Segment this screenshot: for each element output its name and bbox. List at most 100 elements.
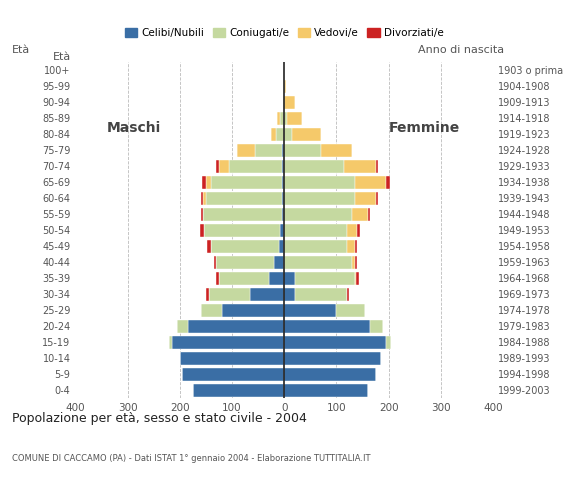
Bar (284, 336, 386, 349)
Text: Popolazione per età, sesso e stato civile - 2004: Popolazione per età, sesso e stato civil… (12, 412, 306, 425)
Bar (295, 272, 355, 285)
Bar (284, 96, 295, 109)
Bar (284, 240, 347, 253)
Bar (201, 208, 204, 221)
Bar (219, 272, 269, 285)
Bar (222, 304, 284, 317)
Bar (202, 176, 206, 189)
Bar (271, 128, 277, 141)
Bar (347, 288, 349, 301)
Bar (183, 368, 284, 381)
Bar (284, 80, 286, 93)
Bar (284, 192, 355, 205)
Bar (282, 144, 284, 157)
Bar (284, 384, 368, 397)
Bar (177, 320, 188, 333)
Bar (284, 128, 292, 141)
Bar (295, 288, 347, 301)
Bar (284, 352, 381, 365)
Bar (355, 240, 357, 253)
Bar (237, 144, 256, 157)
Bar (207, 240, 211, 253)
Bar (284, 256, 352, 269)
Bar (371, 320, 383, 333)
Bar (211, 176, 282, 189)
Bar (355, 272, 356, 285)
Bar (284, 320, 371, 333)
Bar (284, 112, 287, 125)
Bar (284, 160, 345, 173)
Bar (180, 352, 284, 365)
Bar (345, 160, 376, 173)
Bar (169, 336, 172, 349)
Bar (206, 288, 209, 301)
Bar (206, 176, 211, 189)
Bar (355, 176, 386, 189)
Bar (284, 272, 295, 285)
Bar (282, 96, 284, 109)
Bar (282, 192, 284, 205)
Bar (280, 224, 284, 237)
Bar (216, 272, 219, 285)
Bar (209, 288, 251, 301)
Bar (256, 144, 282, 157)
Bar (219, 160, 230, 173)
Bar (280, 112, 284, 125)
Bar (357, 224, 360, 237)
Bar (284, 368, 376, 381)
Text: Età: Età (12, 45, 30, 55)
Bar (204, 192, 206, 205)
Bar (352, 208, 368, 221)
Bar (188, 320, 284, 333)
Bar (386, 176, 390, 189)
Bar (352, 256, 355, 269)
Bar (284, 176, 355, 189)
Bar (269, 272, 284, 285)
Text: COMUNE DI CACCAMO (PA) - Dati ISTAT 1° gennaio 2004 - Elaborazione TUTTITALIA.IT: COMUNE DI CACCAMO (PA) - Dati ISTAT 1° g… (12, 454, 370, 463)
Bar (282, 208, 284, 221)
Bar (172, 336, 284, 349)
Bar (347, 224, 357, 237)
Bar (376, 160, 378, 173)
Bar (201, 192, 204, 205)
Bar (284, 224, 347, 237)
Bar (376, 192, 378, 205)
Bar (336, 304, 365, 317)
Text: Anno di nascita: Anno di nascita (419, 45, 505, 55)
Bar (284, 288, 295, 301)
Bar (356, 272, 359, 285)
Bar (216, 256, 274, 269)
Bar (204, 208, 282, 221)
Bar (274, 256, 284, 269)
Bar (193, 384, 284, 397)
Bar (200, 224, 204, 237)
Bar (216, 160, 219, 173)
Legend: Celibi/Nubili, Coniugati/e, Vedovi/e, Divorziati/e: Celibi/Nubili, Coniugati/e, Vedovi/e, Di… (121, 24, 448, 42)
Text: Femmine: Femmine (389, 121, 460, 135)
Bar (282, 160, 284, 173)
Bar (284, 304, 336, 317)
Bar (230, 160, 282, 173)
Bar (201, 304, 222, 317)
Bar (368, 208, 371, 221)
Bar (284, 144, 321, 157)
Bar (355, 192, 376, 205)
Bar (386, 336, 392, 349)
Text: Età: Età (53, 52, 71, 62)
Text: Maschi: Maschi (107, 121, 161, 135)
Bar (204, 224, 280, 237)
Bar (292, 128, 321, 141)
Bar (214, 256, 216, 269)
Bar (287, 112, 303, 125)
Bar (321, 144, 352, 157)
Bar (211, 240, 279, 253)
Bar (251, 288, 284, 301)
Bar (355, 256, 357, 269)
Bar (284, 208, 352, 221)
Bar (277, 112, 280, 125)
Bar (279, 240, 284, 253)
Bar (347, 240, 355, 253)
Bar (282, 176, 284, 189)
Bar (277, 128, 284, 141)
Bar (206, 192, 282, 205)
